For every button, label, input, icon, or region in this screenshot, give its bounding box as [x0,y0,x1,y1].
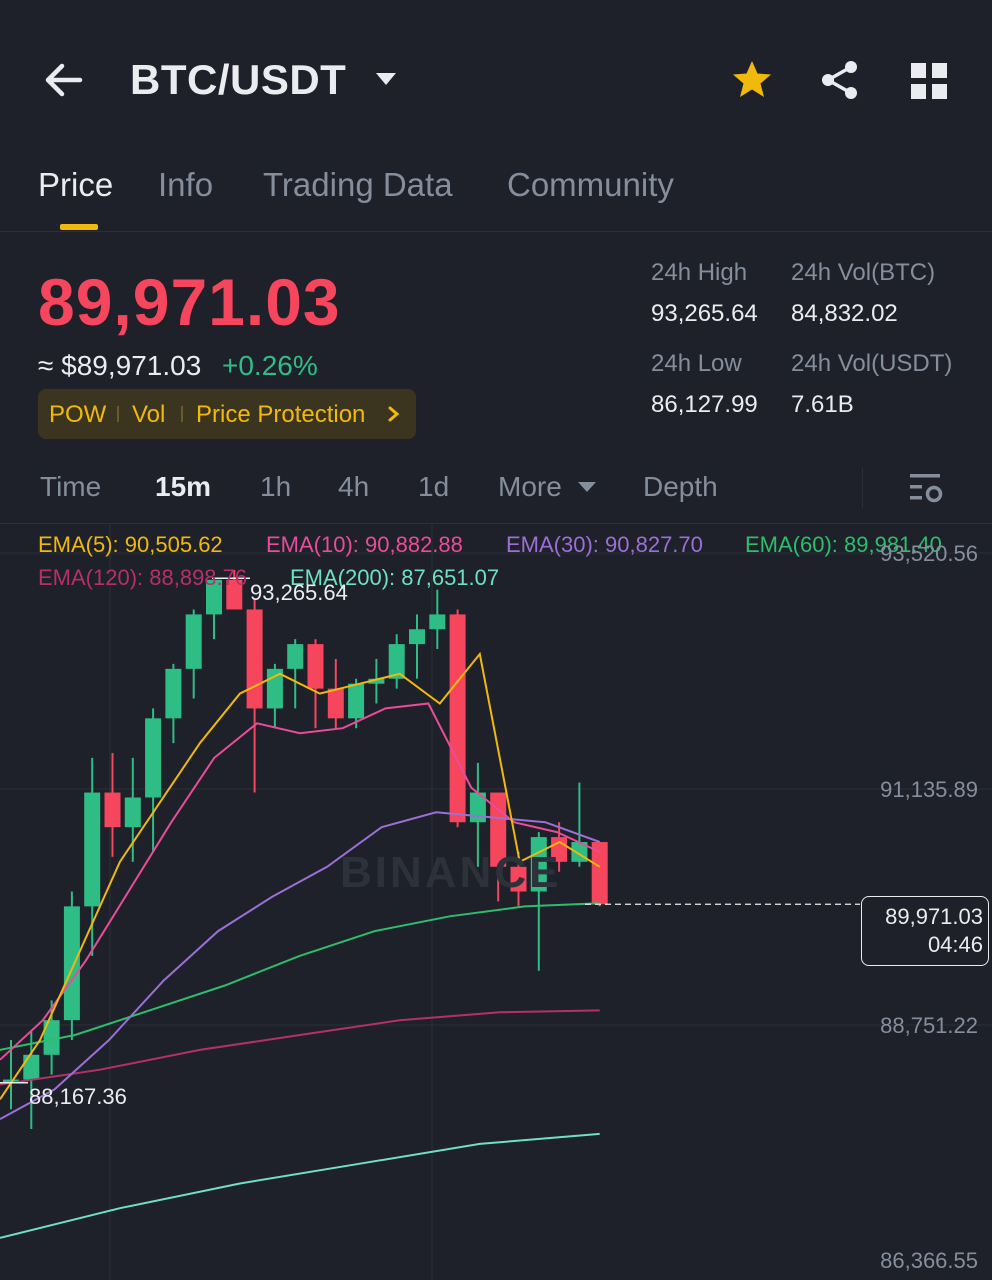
tab-info[interactable]: Info [158,166,214,203]
high-marker-label: 93,265.64 [250,580,348,605]
usd-price: ≈ $89,971.03 [38,350,202,381]
tab-community[interactable]: Community [507,166,674,203]
tag-separator [117,406,119,422]
candle [23,1054,40,1080]
active-tab-indicator [60,224,98,230]
candle [510,866,527,892]
candle [490,792,507,867]
pair-title[interactable]: BTC/USDT [130,56,347,103]
ema5-line [0,651,601,1100]
candle [409,629,425,645]
chevron-down-icon[interactable] [577,481,597,493]
chevron-down-icon[interactable] [375,72,397,86]
watermark: BINANCE [340,848,562,897]
candle [429,614,446,630]
candle [104,792,121,828]
stat-vol-btc-label: 24h Vol(BTC) [791,259,936,286]
last-price: 89,971.03 [38,265,341,339]
divider [0,231,992,232]
current-price-tag[interactable] [861,896,989,966]
interval-1d[interactable]: 1d [418,471,450,502]
candle [145,718,162,798]
chart-settings-icon[interactable] [908,470,946,506]
ema60-label: EMA(60): 89,981.40 [745,532,942,557]
tag-vol[interactable]: Vol [132,401,166,428]
ema120-line [0,1009,600,1086]
candle [124,797,141,828]
candle [287,644,304,669]
star-icon[interactable] [730,58,774,102]
divider [0,523,992,524]
stat-high-value: 93,265.64 [651,300,758,327]
candle [165,668,182,719]
ema200-label: EMA(200): 87,651.07 [290,565,500,590]
tag-pow[interactable]: POW [49,401,107,428]
candle [226,579,243,610]
ema5-label: EMA(5): 90,505.62 [38,532,223,557]
current-price-label: 89,971.03 [885,904,983,929]
candle-countdown: 04:46 [927,932,983,957]
chevron-right-icon[interactable] [388,406,400,422]
stat-low-label: 24h Low [651,350,742,377]
interval-4h[interactable]: 4h [338,471,370,502]
ema30-line [0,811,601,1120]
ema120-label: EMA(120): 88,898.76 [38,565,248,590]
candle [246,609,263,709]
axis-label: 93,520.56 [880,541,978,566]
interval-time[interactable]: Time [40,471,102,502]
stat-vol-usdt-label: 24h Vol(USDT) [791,350,953,377]
tab-trading-data[interactable]: Trading Data [263,166,453,203]
interval-more[interactable]: More [498,471,562,502]
ema60-line [0,902,600,1051]
ema10-label: EMA(10): 90,882.88 [266,532,463,557]
candle [348,683,365,719]
stat-low-value: 86,127.99 [651,391,758,418]
candle [368,678,385,684]
candle [388,644,405,679]
candle [63,906,80,1021]
ema30-label: EMA(30): 90,827.70 [506,532,703,557]
interval-1h[interactable]: 1h [260,471,292,502]
candle [206,579,222,615]
candle [43,1020,60,1055]
price-change: +0.26% [222,350,318,381]
axis-label: 86,366.55 [880,1248,978,1273]
ema10-line [0,702,601,1061]
tag-separator [181,406,183,422]
interval-15m[interactable]: 15m [155,471,212,502]
candle [84,792,101,907]
back-arrow-icon[interactable] [40,58,90,102]
axis-label: 91,135.89 [880,777,978,802]
tab-price[interactable]: Price [38,166,114,203]
share-icon[interactable] [818,58,862,102]
low-marker-label: 88,167.36 [29,1084,127,1109]
tag-price-protection[interactable]: Price Protection [196,401,366,428]
stat-vol-btc-value: 84,832.02 [791,300,898,327]
tag-bar[interactable] [38,389,416,439]
interval-depth[interactable]: Depth [643,471,718,502]
candle [3,1079,19,1083]
ema200-line [0,1132,600,1239]
candle [591,842,608,905]
candle [449,614,466,823]
stat-vol-usdt-value: 7.61B [791,391,854,418]
candle [185,614,202,669]
candle [327,688,344,719]
candle [307,644,324,689]
divider [862,468,863,508]
candlestick-chart[interactable] [0,524,992,1280]
axis-label: 88,751.22 [880,1013,978,1038]
stat-high-label: 24h High [651,259,748,286]
grid-icon[interactable] [908,60,950,102]
